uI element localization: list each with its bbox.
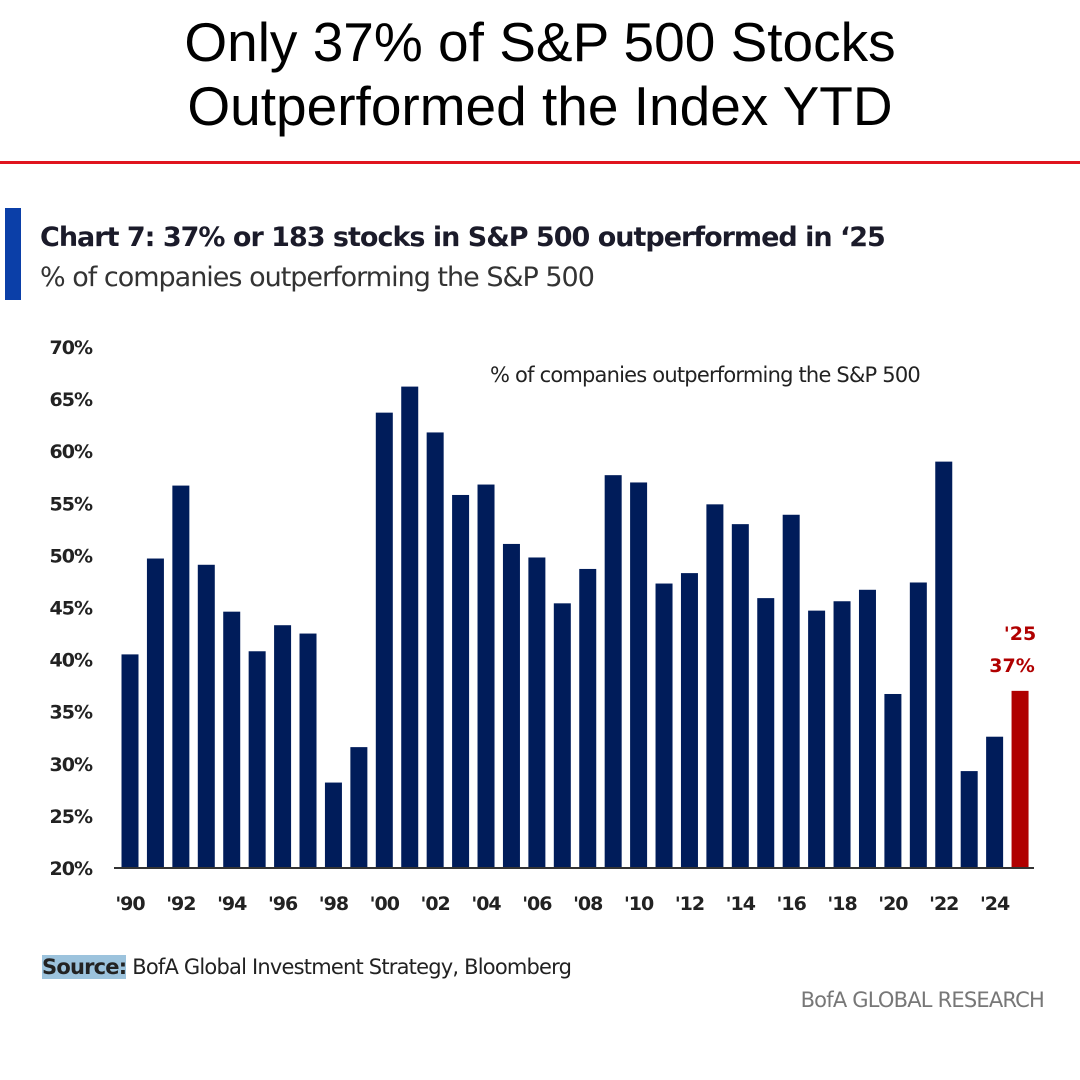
bar-1996	[274, 625, 292, 868]
headline-line-1: Only 37% of S&P 500 Stocks	[184, 11, 896, 73]
bar-1991	[146, 558, 164, 868]
headline: Only 37% of S&P 500 Stocks Outperformed …	[0, 10, 1080, 138]
annotation-year: '25	[1004, 623, 1036, 645]
x-tick-label: '18	[827, 893, 857, 915]
bar-1999	[350, 747, 368, 868]
bar-2022	[935, 461, 953, 868]
bar-2021	[909, 582, 927, 868]
x-tick-label: '96	[268, 893, 298, 915]
x-tick-label: '92	[166, 893, 195, 915]
x-tick-label: '08	[573, 893, 603, 915]
bar-2015	[757, 598, 775, 868]
accent-bar	[5, 208, 21, 300]
bar-1992	[172, 485, 190, 868]
annotation-value: 37%	[989, 655, 1034, 677]
chart-title: Chart 7: 37% or 183 stocks in S&P 500 ou…	[40, 222, 886, 253]
y-tick-label: 30%	[50, 754, 93, 776]
bar-2009	[604, 475, 622, 868]
y-tick-label: 25%	[50, 806, 93, 828]
bar-1993	[197, 564, 215, 868]
x-tick-label: '98	[319, 893, 349, 915]
bar-1998	[324, 782, 342, 868]
bar-2013	[706, 504, 724, 868]
y-tick-label: 50%	[50, 545, 93, 567]
bar-1990	[121, 654, 139, 868]
bar-2014	[731, 524, 749, 868]
bar-2024	[986, 736, 1004, 868]
bar-2017	[808, 610, 826, 868]
x-tick-label: '06	[522, 893, 552, 915]
bar-2007	[553, 603, 571, 868]
x-tick-label: '04	[471, 893, 501, 915]
divider	[0, 161, 1080, 164]
y-tick-label: 20%	[50, 858, 93, 880]
x-tick-label: '12	[675, 893, 704, 915]
x-tick-label: '94	[217, 893, 247, 915]
bar-2004	[477, 484, 495, 868]
x-tick-label: '16	[777, 893, 807, 915]
brand-label: BofA GLOBAL RESEARCH	[800, 988, 1045, 1012]
x-tick-label: '10	[624, 893, 654, 915]
y-tick-label: 40%	[50, 650, 93, 672]
chart-subtitle: % of companies outperforming the S&P 500	[40, 262, 595, 293]
source-label: Source:	[42, 955, 127, 979]
y-tick-label: 35%	[50, 702, 93, 724]
headline-line-2: Outperformed the Index YTD	[187, 75, 893, 137]
bar-2006	[528, 557, 546, 868]
bar-2016	[782, 514, 800, 868]
bar-2025	[1011, 690, 1029, 868]
source-note: Source: BofA Global Investment Strategy,…	[42, 955, 572, 979]
x-tick-label: '90	[115, 893, 145, 915]
y-tick-label: 55%	[50, 493, 93, 515]
x-tick-label: '20	[878, 893, 908, 915]
bar-2019	[858, 589, 876, 868]
y-tick-label: 60%	[50, 441, 93, 463]
bar-2018	[833, 601, 851, 868]
legend-label: % of companies outperforming the S&P 500	[490, 363, 920, 387]
x-tick-label: '14	[726, 893, 756, 915]
y-tick-label: 70%	[50, 337, 93, 359]
bar-2002	[426, 432, 444, 868]
x-tick-label: '02	[421, 893, 450, 915]
bar-2023	[960, 771, 978, 868]
bar-2020	[884, 693, 902, 868]
bar-2005	[502, 543, 520, 868]
x-tick-label: '22	[929, 893, 958, 915]
y-tick-label: 45%	[50, 598, 93, 620]
bar-2000	[375, 412, 393, 868]
source-text: BofA Global Investment Strategy, Bloombe…	[126, 955, 572, 979]
y-tick-label: 65%	[50, 389, 93, 411]
bar-2003	[452, 494, 470, 868]
bar-2011	[655, 583, 673, 868]
bar-2012	[680, 573, 698, 868]
bar-1994	[223, 611, 241, 868]
bar-1997	[299, 633, 317, 868]
bar-1995	[248, 651, 266, 868]
bar-2001	[401, 386, 419, 868]
bar-2010	[630, 482, 648, 868]
bar-2008	[579, 568, 597, 868]
x-tick-label: '24	[980, 893, 1010, 915]
x-tick-label: '00	[370, 893, 400, 915]
